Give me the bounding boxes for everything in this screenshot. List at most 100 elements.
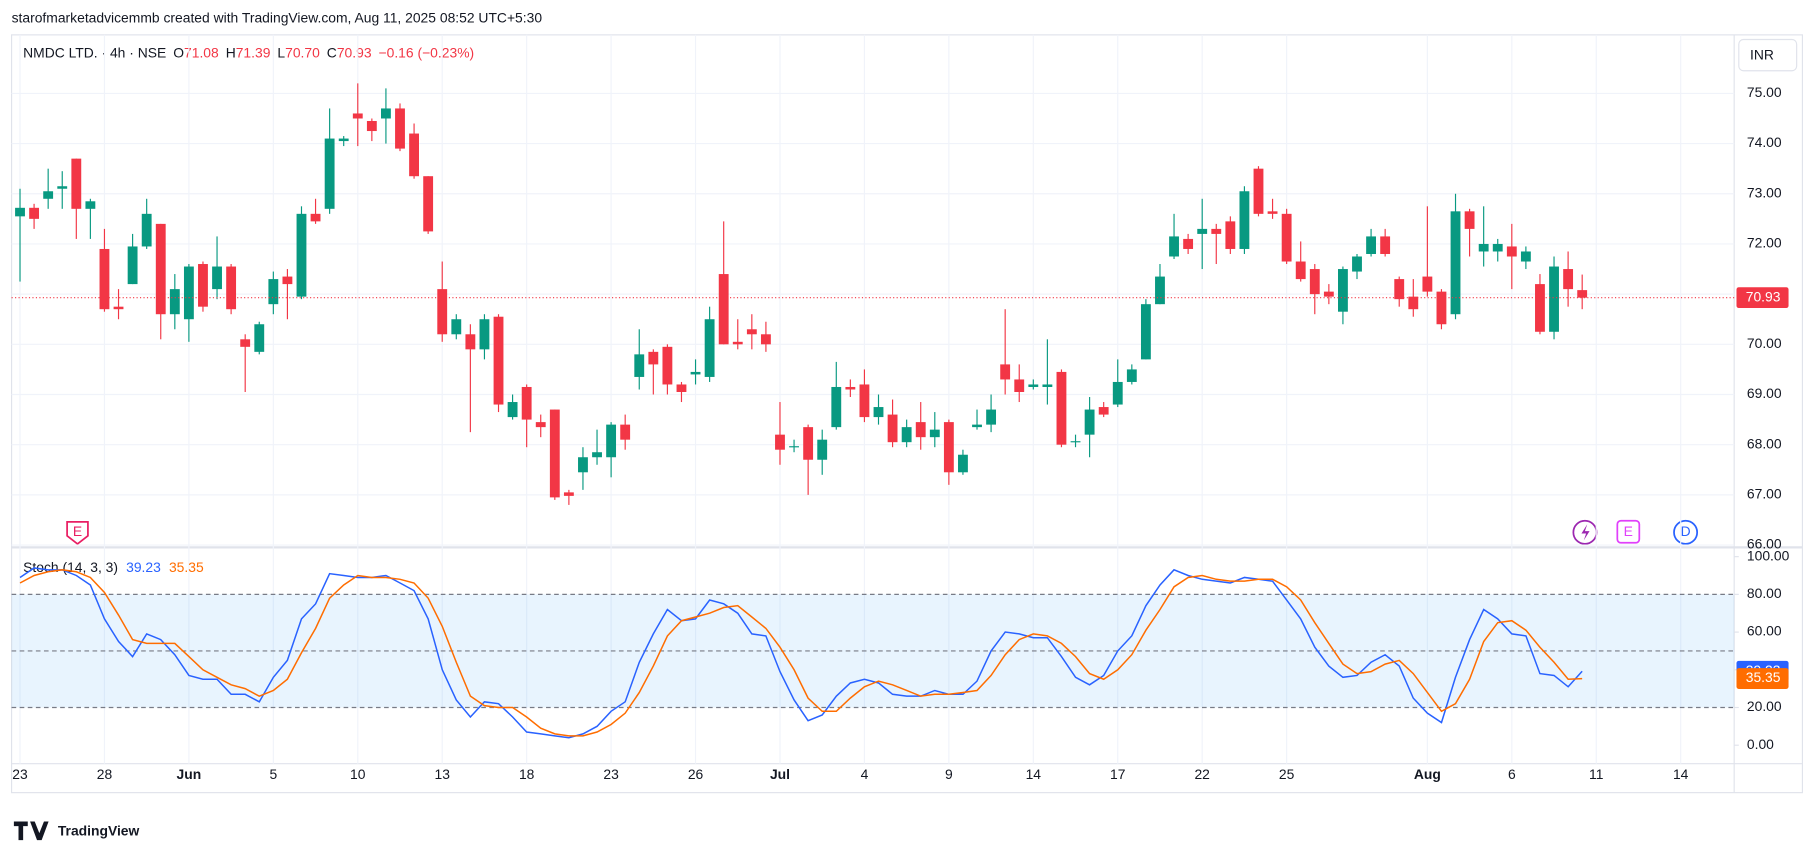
candle-body (395, 108, 405, 149)
last-price-label: 70.93 (1746, 288, 1781, 304)
x-tick-label: 23 (12, 766, 28, 782)
candle-body (352, 113, 363, 119)
candle-body (1014, 379, 1025, 392)
event-d[interactable]: D (1673, 519, 1699, 545)
event-e1[interactable]: E (66, 521, 89, 546)
candle-body (634, 354, 645, 377)
x-tick-label: 14 (1026, 766, 1042, 782)
candle-body (1295, 261, 1306, 280)
candle-body (226, 266, 237, 310)
candle-body (1436, 291, 1447, 325)
candle-body (1028, 384, 1039, 387)
candle-body (1155, 276, 1165, 305)
candle-body (381, 108, 391, 119)
candle-body (1098, 407, 1109, 415)
legend-high-label: H (226, 44, 236, 60)
candle-body (732, 341, 743, 345)
event-e2[interactable]: E (1616, 519, 1641, 544)
candle-body (43, 191, 54, 199)
y-tick-label: 60.00 (1747, 623, 1782, 639)
legend-close: 70.93 (337, 44, 372, 60)
candle-body (71, 158, 82, 209)
last-value-box (1736, 668, 1789, 689)
x-tick-label: 10 (350, 766, 366, 782)
candle-body (958, 454, 968, 473)
candle-body (338, 138, 349, 142)
y-tick-label: 68.00 (1747, 435, 1782, 451)
y-tick-label: 100.00 (1747, 547, 1790, 563)
x-tick-label: 14 (1673, 766, 1689, 782)
x-tick-label: Aug (1414, 766, 1441, 782)
logo-icon (13, 821, 49, 841)
candle-body (1478, 243, 1489, 252)
x-tick-label: 6 (1508, 766, 1516, 782)
candle-body (1126, 369, 1137, 382)
candle-body (859, 384, 870, 418)
y-tick-label: 73.00 (1747, 184, 1782, 200)
currency[interactable]: INR (1750, 46, 1774, 62)
candle-body (1056, 371, 1067, 445)
candle-body (1506, 246, 1517, 257)
y-tick-label: 66.00 (1747, 536, 1782, 552)
candle-body (1084, 409, 1095, 435)
legend-value: 35.35 (169, 559, 204, 575)
stoch-line (19, 569, 1583, 737)
indicator-legend: Stoch (14, 3, 3) 39.23 35.35 (23, 559, 204, 575)
candle-body (57, 186, 68, 189)
candle-body (845, 386, 856, 390)
candle-body (718, 274, 729, 345)
candle-body (1535, 284, 1545, 332)
candle-body (592, 452, 602, 458)
candle-body (1352, 256, 1362, 272)
candle-body (310, 213, 321, 222)
candle-body (1211, 228, 1222, 234)
stoch-line (19, 567, 1583, 739)
x-tick-label: 13 (435, 766, 451, 782)
event-dividend[interactable] (1572, 519, 1598, 545)
ohlc-legend: NMDC LTD. · 4h · NSE O71.08 H71.39 L70.70 C7… (23, 44, 474, 60)
legend-high: 71.39 (236, 44, 271, 60)
legend-open-label: O (173, 44, 184, 60)
candle-body (662, 346, 673, 385)
candle-body (972, 424, 982, 428)
candle-body (1309, 269, 1320, 295)
event-badge (1616, 519, 1641, 544)
candle-body (789, 446, 799, 448)
x-tick-label: 5 (269, 766, 277, 782)
candle-body (155, 223, 166, 315)
candle-body (15, 207, 25, 217)
legend-value: 39.23 (126, 559, 161, 575)
candle-body (1520, 251, 1531, 262)
y-tick-label: 67.00 (1747, 486, 1782, 502)
indicator-title: Stoch (14, 3, 3) (23, 559, 118, 575)
candle-body (212, 266, 222, 290)
candle-body (296, 213, 307, 297)
candle-body (1000, 364, 1011, 380)
y-tick-label: 74.00 (1747, 134, 1782, 150)
candle-body (578, 457, 588, 473)
logo-text: TradingView (58, 823, 140, 839)
candle-body (437, 289, 448, 335)
candle-body (760, 334, 771, 345)
frame (10, 34, 1804, 794)
x-tick-label: 9 (945, 766, 953, 782)
candle-body (887, 414, 898, 443)
candle-body (803, 427, 814, 460)
candle-body (169, 289, 180, 315)
x-tick-label: 4 (861, 766, 869, 782)
legend-open: 71.08 (184, 44, 219, 60)
currency-button[interactable] (1738, 38, 1798, 72)
candle-body (1281, 213, 1292, 262)
x-tick-label: 26 (688, 766, 704, 782)
candle-body (1112, 381, 1123, 405)
candle-body (1366, 236, 1377, 254)
candle-body (746, 329, 757, 335)
legend-symbol: NMDC LTD. · 4h · NSE (23, 44, 166, 60)
candle-body (620, 424, 631, 440)
candle-body (549, 409, 560, 498)
x-tick-label: 18 (519, 766, 535, 782)
candle-body (873, 407, 884, 418)
candle-body (901, 427, 912, 443)
y-tick-label: 20.00 (1747, 698, 1782, 714)
